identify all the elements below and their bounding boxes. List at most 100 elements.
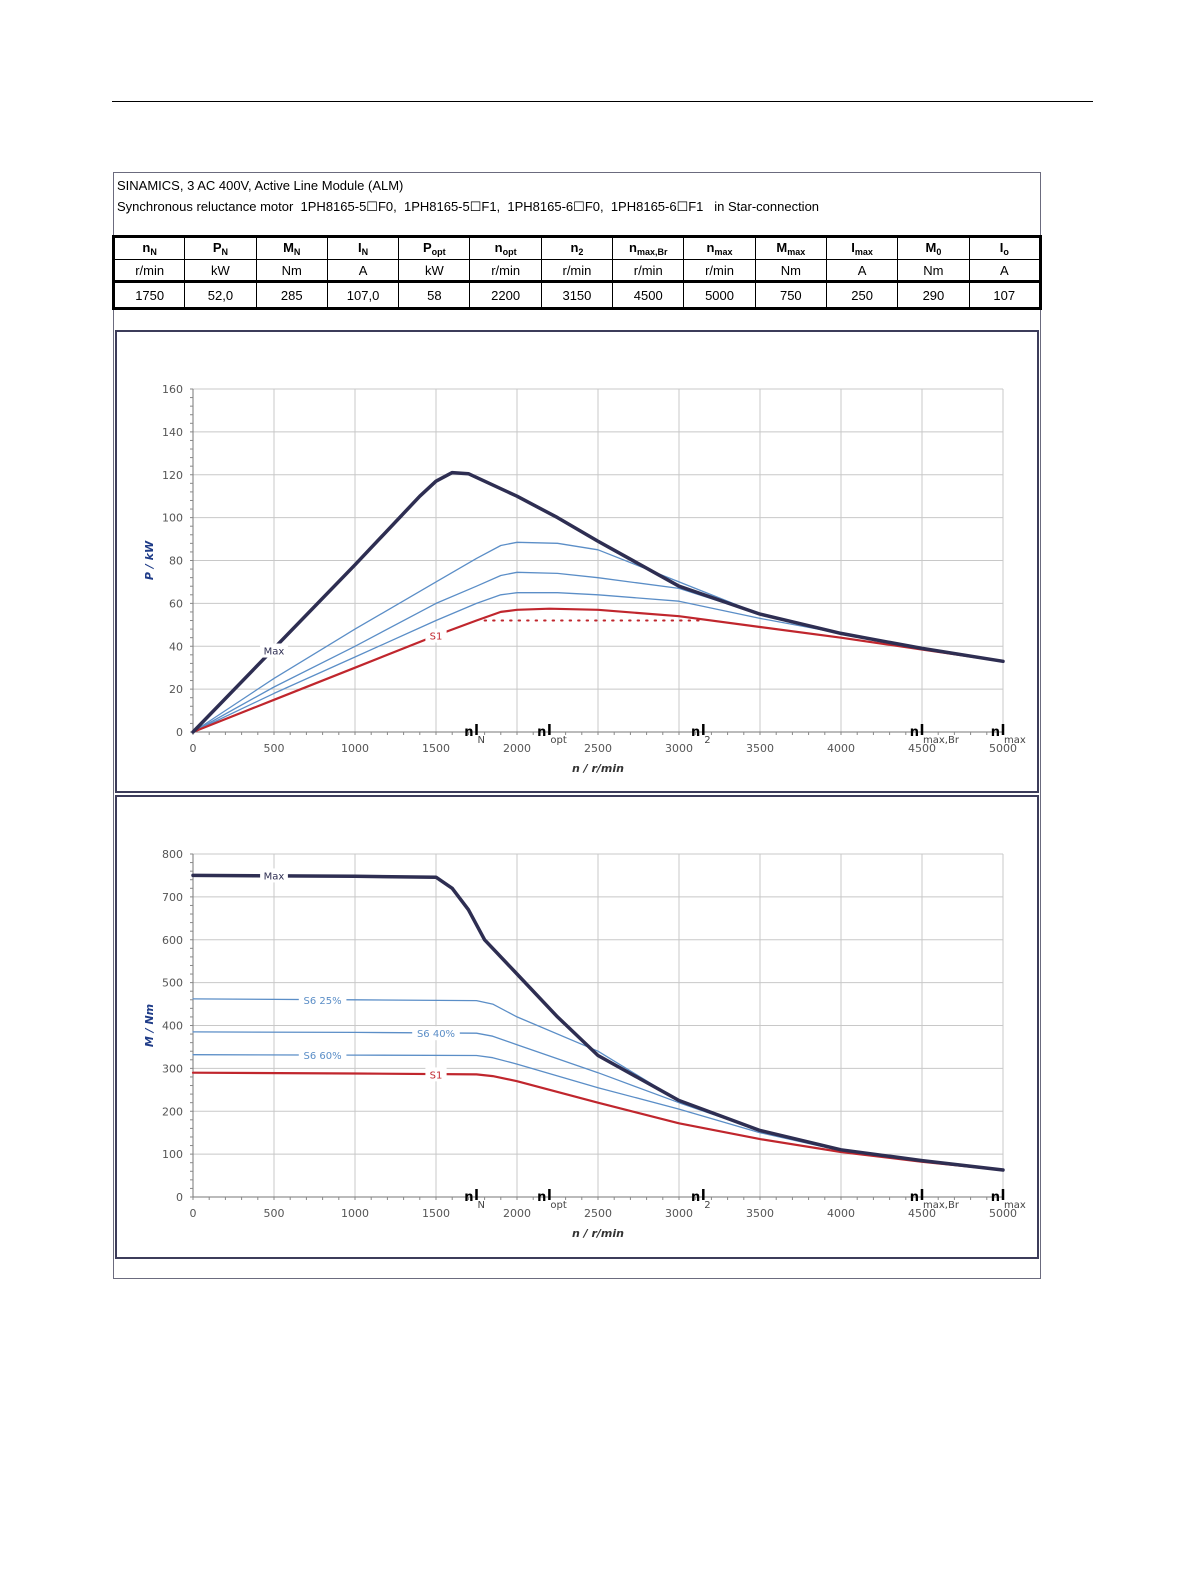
speed-marker-symbol: n [910,1190,919,1205]
y-axis-label: P / kW [143,540,156,580]
x-tick-label: 2500 [584,1207,612,1220]
x-tick-label: 500 [264,742,285,755]
spec-value-cell: 1750 [111,280,186,310]
header-motor-types: Synchronous reluctance motor 1PH8165-5☐F… [117,199,820,214]
series-line [191,607,1005,734]
spec-header-cell: Mmax [754,235,827,260]
spec-header-cell: M0 [897,235,970,260]
spec-symbol: I [851,240,855,255]
speed-marker-symbol: n [991,1190,1000,1205]
spec-symbol: M [283,240,294,255]
series-line [191,470,1005,734]
x-tick-label: 3000 [665,1207,693,1220]
speed-marker-subscript: N [478,735,485,746]
x-tick-label: 2500 [584,742,612,755]
x-tick-label: 3500 [746,742,774,755]
speed-marker-symbol: n [991,725,1000,740]
speed-marker-subscript: max,Br [923,735,960,746]
spec-unit-cell: Nm [897,259,970,282]
y-tick-label: 120 [162,469,183,482]
header-title: SINAMICS, 3 AC 400V, Active Line Module … [117,178,404,193]
spec-symbol: n [142,240,151,255]
spec-value-cell: 5000 [683,280,756,310]
x-tick-label: 4000 [827,742,855,755]
y-tick-label: 800 [162,848,183,861]
series-label: S1 [430,1070,443,1081]
x-tick-label: 2000 [503,1207,531,1220]
spec-symbol: n [706,240,715,255]
y-tick-label: 80 [169,555,183,568]
spec-value-cell: 3150 [540,280,614,310]
spec-value-cell: 750 [754,280,827,310]
x-tick-label: 1500 [422,1207,450,1220]
spec-symbol-subscript: max [787,247,806,257]
spec-symbol-subscript: max [714,247,733,257]
spec-symbol-subscript: N [293,247,301,257]
spec-unit-cell: Nm [754,259,827,282]
y-tick-label: 140 [162,426,183,439]
spec-header-cell: nN [111,235,186,260]
x-tick-label: 4000 [827,1207,855,1220]
spec-value-cell: 285 [255,280,328,310]
spec-header-cell: MN [255,235,328,260]
y-tick-label: 500 [162,977,183,990]
spec-symbol: n [570,240,579,255]
series-label: Max [264,871,285,882]
y-tick-label: 100 [162,1148,183,1161]
datasheet-frame [113,172,1041,1279]
spec-symbol: P [423,240,432,255]
speed-marker-symbol: n [464,725,473,740]
speed-marker-symbol: n [691,725,700,740]
speed-marker-symbol: n [464,1190,473,1205]
spec-header-cell: nmax,Br [612,235,685,260]
y-tick-label: 400 [162,1020,183,1033]
x-tick-label: 3500 [746,1207,774,1220]
x-tick-label: 5000 [989,1207,1017,1220]
spec-unit-cell: r/min [111,259,186,282]
speed-marker-subscript: max [1004,1200,1026,1211]
spec-symbol-subscript: N [361,247,369,257]
y-tick-label: 160 [162,383,183,396]
spec-unit-cell: A [825,259,899,282]
spec-symbol: n [494,240,503,255]
y-tick-label: 0 [176,726,183,739]
series-label: S6 40% [417,1029,455,1040]
spec-symbol-subscript: N [221,247,229,257]
spec-unit-cell: A [968,259,1043,282]
spec-value-cell: 290 [897,280,970,310]
series-label: S6 25% [304,996,342,1007]
spec-symbol-subscript: max [854,247,873,257]
spec-header-cell: Popt [398,235,471,260]
spec-header-cell: nopt [469,235,542,260]
spec-unit-cell: r/min [540,259,614,282]
torque-chart-panel: 0 500 1000 1500 2000 2500 3000 3500 4000 4500 5000… [115,795,1039,1259]
x-tick-label: 2000 [503,742,531,755]
top-rule [112,101,1093,102]
spec-symbol: P [212,240,222,255]
spec-symbol: n [628,240,637,255]
spec-symbol: M [776,240,788,255]
spec-header-cell: Imax [825,235,899,260]
spec-symbol-subscript: max,Br [636,247,668,257]
speed-marker-symbol: n [537,1190,546,1205]
spec-symbol: I [357,240,362,255]
series-label-bg [260,643,288,658]
speed-marker-symbol: n [691,1190,700,1205]
series-label: S1 [430,632,443,643]
y-tick-label: 0 [176,1191,183,1204]
spec-unit-cell: A [326,259,400,282]
series-label-bg [425,1067,447,1082]
spec-symbol: M [925,240,937,255]
y-tick-label: 200 [162,1105,183,1118]
speed-marker-symbol: n [910,725,919,740]
y-tick-label: 300 [162,1062,183,1075]
spec-header-cell: nmax [683,235,756,260]
power-chart: 0 500 1000 1500 2000 2500 3000 3500 4000 4500 5000… [143,383,1026,775]
y-axis-label: M / Nm [143,1004,156,1047]
series-label-bg [298,992,347,1007]
spec-value-cell: 250 [825,280,899,310]
spec-symbol: I [999,240,1004,255]
y-tick-label: 40 [169,640,183,653]
series-label: S6 60% [304,1051,342,1062]
x-tick-label: 3000 [665,742,693,755]
